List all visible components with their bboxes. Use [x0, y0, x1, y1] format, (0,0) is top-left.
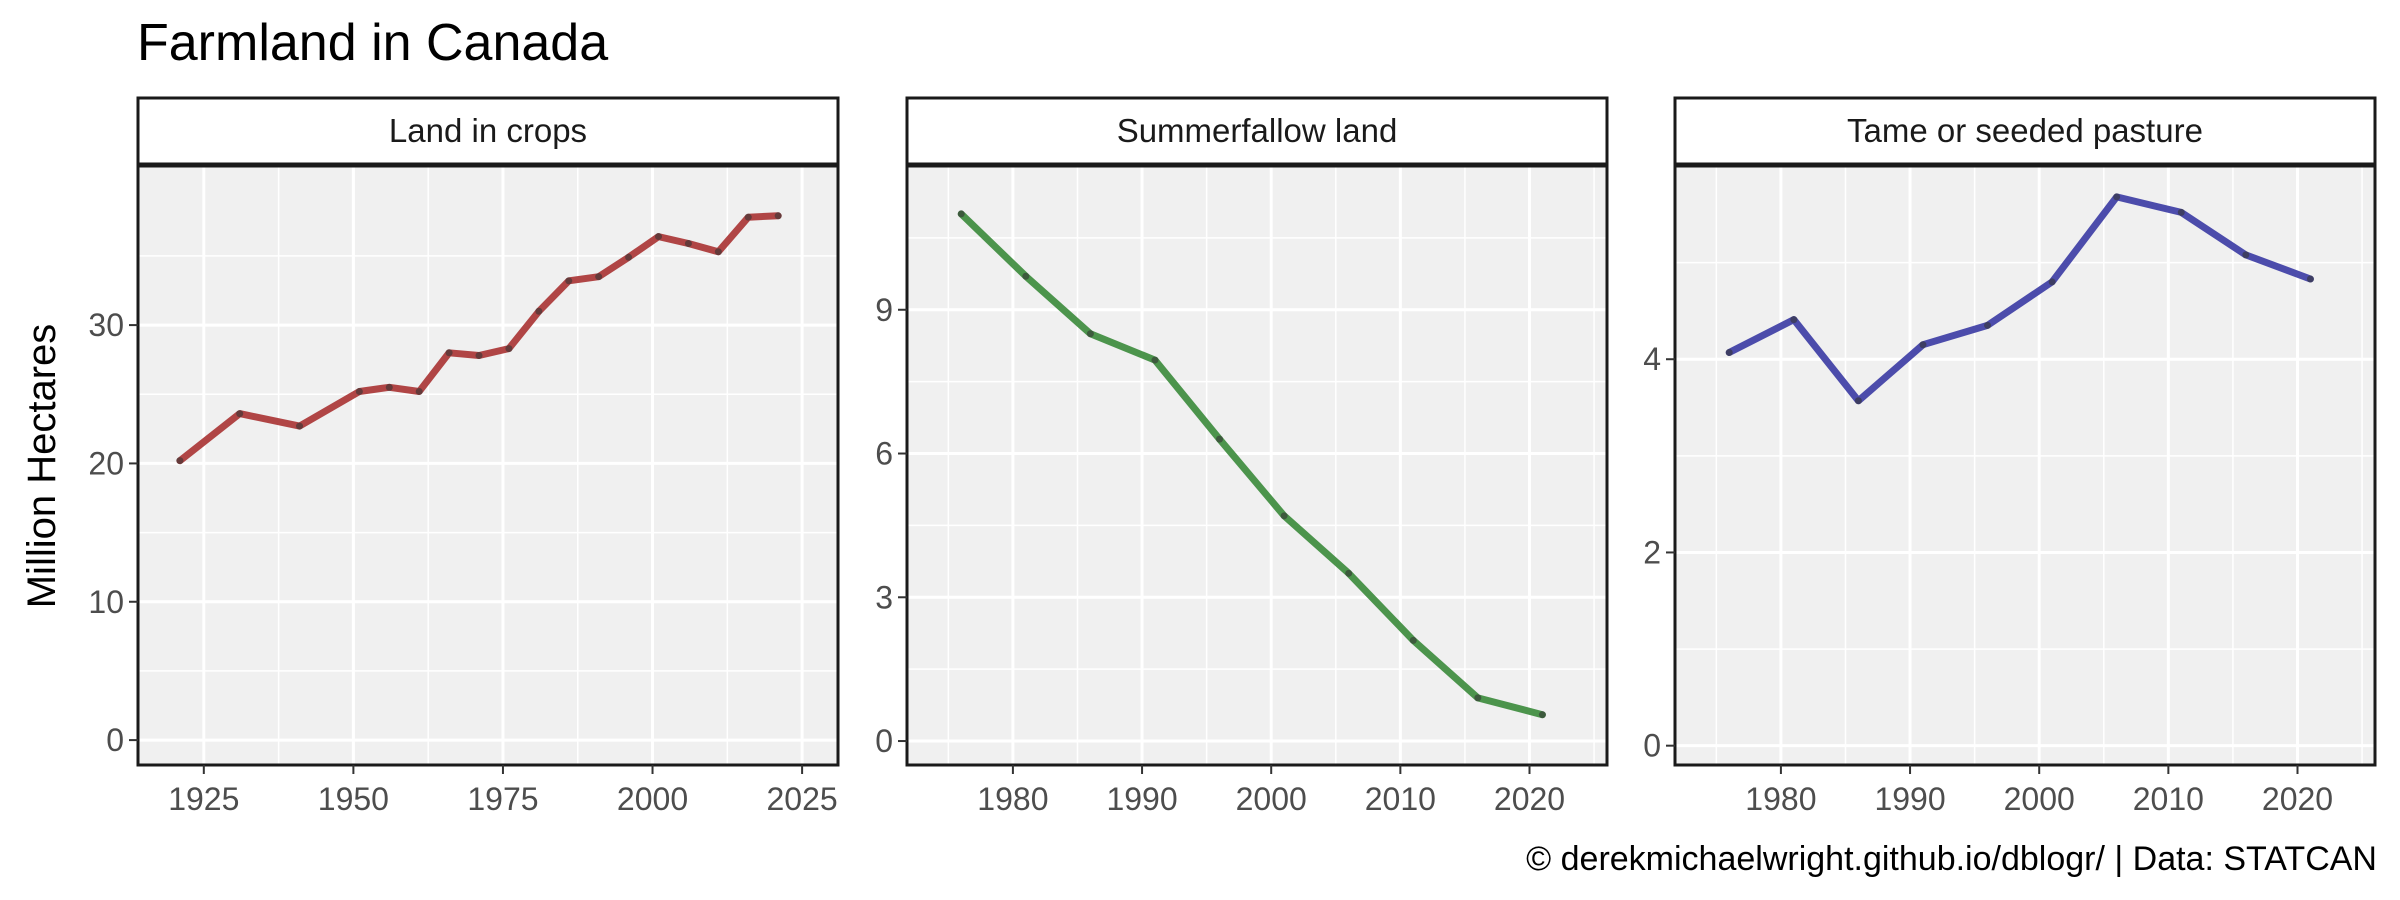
y-tick-label: 6 [875, 436, 893, 472]
data-point [385, 383, 393, 391]
data-point [2242, 251, 2250, 259]
facet-strip-label: Land in crops [389, 112, 587, 149]
x-tick-label: 1990 [1874, 781, 1945, 817]
facet-strip-label: Summerfallow land [1117, 112, 1398, 149]
data-point [1538, 711, 1546, 719]
data-point [595, 273, 603, 281]
y-tick-label: 0 [1643, 728, 1661, 764]
y-tick-label: 0 [875, 723, 893, 759]
panel-border [1673, 164, 2377, 767]
facet-summerfallow-land: Summerfallow land 0 3 6 9 1980 1990 2000 2010 202… [875, 96, 1609, 817]
x-tick-label: 2020 [1494, 781, 1565, 817]
x-tick-label: 2020 [2262, 781, 2333, 817]
x-tick-label: 1975 [467, 781, 538, 817]
facet-strip [1673, 96, 2377, 166]
x-tick-label: 1990 [1106, 781, 1177, 817]
data-point [415, 387, 423, 395]
x-tick-label: 2025 [767, 781, 838, 817]
panel-border [136, 164, 840, 767]
data-point [565, 277, 573, 285]
y-axis-label: Million Hectares [20, 324, 64, 609]
data-point [2048, 278, 2056, 286]
data-point [1151, 356, 1159, 364]
x-tick-label: 1950 [318, 781, 389, 817]
caption: © derekmichaelwright.github.io/dblogr/ |… [1526, 840, 2377, 878]
facet-land-in-crops: Land in crops 0 10 20 30 1925 1950 1975 2000 2025 [88, 96, 840, 817]
x-tick-label: 2000 [617, 781, 688, 817]
y-tick-label: 9 [875, 292, 893, 328]
x-tick-label: 2010 [2133, 781, 2204, 817]
y-tick-label: 3 [875, 579, 893, 615]
x-tick-label: 1980 [1745, 781, 1816, 817]
data-point [1216, 435, 1224, 443]
data-point [445, 349, 453, 357]
data-point [1280, 512, 1288, 520]
series-line [957, 210, 1546, 719]
data-point [684, 239, 692, 247]
data-point [2113, 193, 2121, 201]
x-tick-label: 2000 [1236, 781, 1307, 817]
data-point [1854, 397, 1862, 405]
series-line [1725, 193, 2314, 405]
data-point [2177, 208, 2185, 216]
panel-background [907, 166, 1607, 765]
data-point [1086, 330, 1094, 338]
data-point [296, 422, 304, 430]
data-point [1984, 321, 1992, 329]
y-tick-label: 0 [106, 722, 124, 758]
data-point [475, 352, 483, 360]
data-point [2306, 275, 2314, 283]
data-point [744, 213, 752, 221]
data-point [1919, 341, 1927, 349]
data-point [1725, 348, 1733, 356]
y-tick-label: 4 [1643, 341, 1661, 377]
y-tick-label: 2 [1643, 534, 1661, 570]
data-point [957, 210, 965, 218]
x-tick-label: 1980 [977, 781, 1048, 817]
panel-background [138, 166, 838, 765]
facet-tame-or-seeded-pasture: Tame or seeded pasture 0 2 4 1980 1990 2000 201… [1643, 96, 2377, 817]
x-tick-label: 2000 [2004, 781, 2075, 817]
data-point [236, 410, 244, 418]
x-tick-label: 2010 [1365, 781, 1436, 817]
data-point [505, 345, 513, 353]
data-point [535, 307, 543, 315]
y-tick-label: 10 [88, 584, 124, 620]
y-tick-label: 20 [88, 445, 124, 481]
data-point [655, 233, 663, 241]
data-point [1022, 272, 1030, 280]
series-line [176, 212, 782, 465]
data-point [1409, 636, 1417, 644]
panel-background [1675, 166, 2375, 765]
data-point [176, 457, 184, 465]
facet-strip-label: Tame or seeded pasture [1847, 112, 2203, 149]
data-point [714, 248, 722, 256]
x-tick-label: 1925 [168, 781, 239, 817]
facet-strip [905, 96, 1609, 166]
data-point [355, 387, 363, 395]
panel-border [905, 164, 1609, 767]
chart-title: Farmland in Canada [137, 14, 608, 72]
facet-strip [136, 96, 840, 166]
data-point [625, 253, 633, 261]
data-point [1790, 316, 1798, 324]
y-tick-label: 30 [88, 307, 124, 343]
data-point [1474, 694, 1482, 702]
data-point [774, 212, 782, 220]
data-point [1345, 569, 1353, 577]
